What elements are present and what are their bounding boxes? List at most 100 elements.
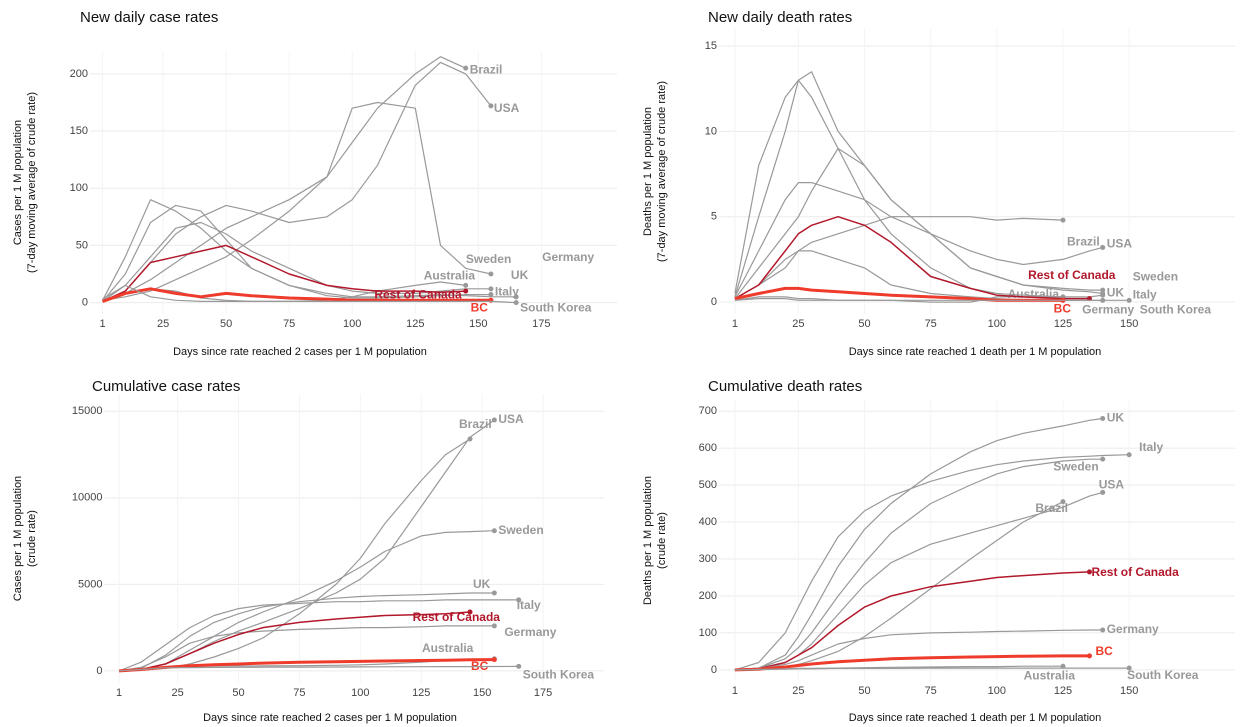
series-label: South Korea [520, 301, 592, 315]
series-label: Australia [424, 269, 476, 283]
series-label: Germany [1082, 303, 1134, 317]
x-tick-label: 25 [792, 685, 804, 697]
x-axis-title: Days since rate reached 2 cases per 1 M … [173, 346, 427, 358]
series-label: BC [471, 300, 489, 314]
series-line [102, 284, 517, 304]
x-tick-label: 1 [100, 318, 106, 330]
x-tick-label: 100 [988, 318, 1006, 330]
series-line [734, 629, 1103, 671]
y-axis-title: (7-day moving average of crude rate) [656, 81, 668, 262]
y-tick-label: 5 [711, 211, 717, 223]
x-tick-label: 25 [157, 318, 169, 330]
y-tick-label: 0 [711, 296, 717, 308]
series-line [734, 182, 1103, 298]
x-tick-label: 150 [469, 318, 487, 330]
end-point [516, 663, 522, 669]
series-label: Australia [422, 641, 474, 655]
series-line [734, 417, 1103, 671]
series-line [102, 61, 492, 302]
series-label: Rest of Canada [1091, 565, 1179, 579]
x-tick-label: 1 [732, 318, 738, 330]
y-tick-label: 10 [705, 125, 717, 137]
y-axis-title: Deaths per 1 M population [642, 476, 654, 605]
x-tick-label: 150 [473, 687, 491, 699]
series-label: Rest of Canada [413, 610, 501, 624]
x-tick-label: 1 [116, 687, 122, 699]
series-label: Italy [1133, 287, 1157, 301]
chart-title: New daily death rates [708, 9, 852, 26]
y-tick-label: 0 [711, 664, 717, 676]
y-tick-label: 500 [699, 479, 717, 491]
end-point [1100, 292, 1106, 298]
end-point [1126, 452, 1132, 458]
y-tick-label: 15000 [72, 405, 103, 417]
end-point [488, 286, 494, 292]
x-tick-label: 25 [171, 687, 183, 699]
x-tick-label: 125 [406, 318, 424, 330]
end-point [463, 65, 469, 71]
end-point [491, 623, 497, 629]
series-line [102, 287, 491, 303]
series-label: Rest of Canada [1028, 268, 1116, 282]
y-tick-label: 50 [76, 239, 88, 251]
y-tick-label: 600 [699, 442, 717, 454]
end-point [1060, 663, 1066, 669]
series-label: UK [511, 268, 529, 282]
end-point [463, 282, 469, 288]
end-point [467, 609, 473, 615]
series-label: USA [1099, 478, 1125, 492]
y-tick-label: 0 [96, 665, 102, 677]
series-label: Rest of Canada [374, 287, 462, 301]
series-label: Sweden [498, 523, 543, 537]
end-point [491, 417, 497, 423]
series-line [119, 419, 495, 672]
y-tick-label: 15 [705, 40, 717, 52]
series-line [734, 79, 1103, 298]
y-axis-title: (crude rate) [26, 510, 38, 567]
series-label: Germany [1107, 622, 1159, 636]
x-tick-label: 150 [1120, 318, 1138, 330]
end-point [488, 271, 494, 277]
x-tick-label: 150 [1120, 685, 1138, 697]
end-point [467, 436, 473, 442]
y-tick-label: 150 [70, 125, 88, 137]
x-tick-label: 125 [412, 687, 430, 699]
end-point [488, 292, 494, 298]
chart-title: Cumulative death rates [708, 378, 862, 395]
x-tick-label: 75 [293, 687, 305, 699]
end-point [516, 597, 522, 603]
y-tick-label: 200 [70, 68, 88, 80]
x-tick-label: 75 [925, 685, 937, 697]
end-point [491, 590, 497, 596]
series-line [102, 199, 491, 301]
series-label: USA [494, 101, 520, 115]
series-line [119, 592, 495, 672]
series-label: Italy [495, 285, 519, 299]
series-line [734, 571, 1090, 671]
y-tick-label: 300 [699, 553, 717, 565]
end-point [1086, 653, 1092, 659]
end-point [1086, 569, 1092, 575]
series-label: UK [1107, 286, 1125, 300]
chart-title: New daily case rates [80, 9, 218, 26]
x-tick-label: 100 [988, 685, 1006, 697]
series-label: UK [473, 577, 491, 591]
y-tick-label: 5000 [78, 578, 102, 590]
series-label: Australia [1024, 668, 1076, 682]
series-label: Brazil [459, 417, 492, 431]
y-axis-title: (crude rate) [656, 512, 668, 569]
x-tick-label: 50 [232, 687, 244, 699]
series-label: Italy [1139, 440, 1163, 454]
series-label: Italy [517, 598, 541, 612]
series-label: UK [1107, 411, 1125, 425]
series-line [734, 458, 1103, 671]
x-tick-label: 175 [532, 318, 550, 330]
series-label: Sweden [1133, 269, 1178, 283]
y-tick-label: 200 [699, 590, 717, 602]
series-line [118, 599, 519, 672]
series-label: Brazil [1067, 234, 1100, 248]
x-tick-label: 100 [351, 687, 369, 699]
chart-panel: New daily death rates Days since rate rea… [642, 9, 1235, 358]
series-line [734, 667, 1130, 671]
y-axis-title: Deaths per 1 M population [642, 107, 654, 236]
